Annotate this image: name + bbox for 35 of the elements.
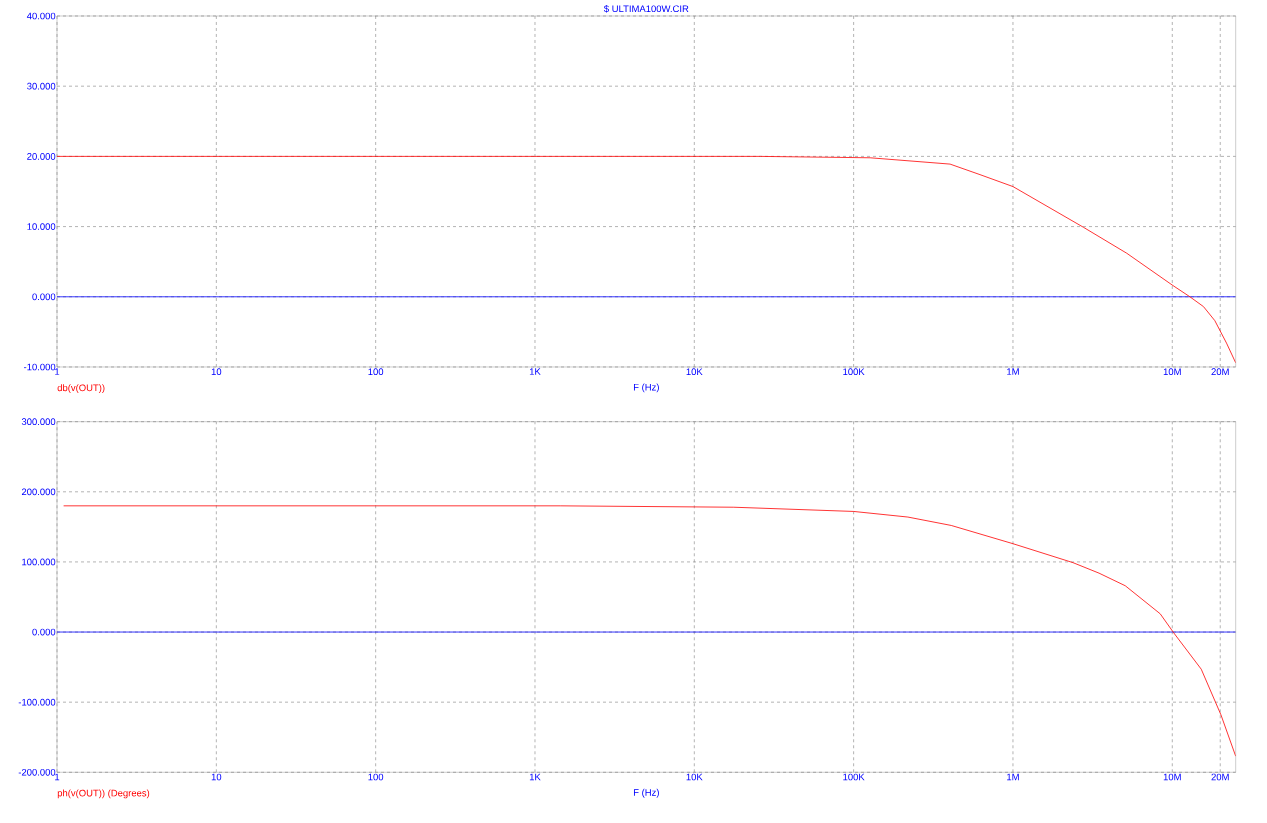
x-tick-label: 10M (1163, 368, 1181, 376)
x-axis-title: F (Hz) (633, 383, 659, 393)
x-tick-label: 20M (1211, 773, 1229, 781)
x-tick-label: 100 (368, 773, 384, 781)
y-tick-label: 40.000 (26, 12, 56, 20)
x-tick-label: 10K (686, 368, 703, 376)
x-tick-label: 10M (1163, 773, 1181, 781)
x-tick-label: 1 (55, 368, 60, 375)
x-tick-label: 100K (843, 368, 865, 376)
chart-title: $ ULTIMA100W.CIR (603, 4, 689, 13)
x-tick-label: 1M (1007, 368, 1019, 375)
y-tick-label: 10.000 (27, 223, 56, 230)
y-tick-label: -10.000 (23, 363, 56, 371)
x-tick-label: 10K (686, 773, 703, 781)
text: db(v(OUT)) (57, 384, 105, 393)
x-axis-title: F (Hz) (633, 788, 659, 798)
x-tick-label: 1K (529, 773, 541, 781)
x-tick-label: 100K (843, 773, 865, 781)
y-tick-label: 0.000 (32, 293, 56, 301)
y-tick-label: 0.000 (32, 628, 56, 636)
y-tick-label: -200.000 (18, 768, 56, 776)
y-tick-label: 100.000 (22, 558, 56, 566)
y-tick-label: -100.000 (18, 698, 56, 706)
y-tick-label: 200.000 (21, 488, 56, 496)
y-tick-label: 300.000 (21, 418, 56, 426)
y-tick-label: 20.000 (27, 153, 56, 160)
x-tick-label: 1 (55, 773, 60, 781)
x-tick-label: 100 (368, 368, 384, 376)
text: ph(v(OUT)) (Degrees) (57, 789, 150, 799)
x-tick-label: 10 (211, 368, 222, 376)
x-tick-label: 1K (529, 368, 541, 375)
x-tick-label: 20M (1211, 368, 1229, 376)
x-tick-label: 10 (211, 773, 222, 781)
y-tick-label: 30.000 (27, 82, 56, 90)
x-tick-label: 1M (1007, 773, 1019, 781)
